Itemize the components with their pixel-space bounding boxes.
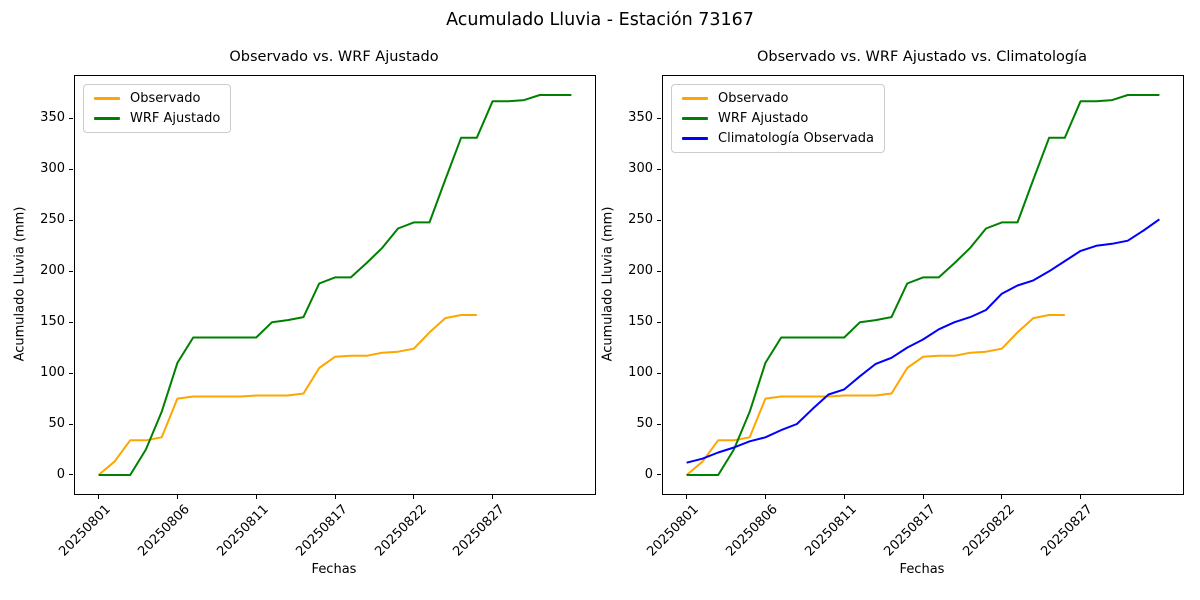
x-tick bbox=[764, 495, 766, 499]
y-tick-label: 100 bbox=[628, 365, 653, 381]
x-tick bbox=[1001, 495, 1003, 499]
y-tick-label: 0 bbox=[56, 466, 65, 482]
x-tick bbox=[1080, 495, 1082, 499]
y-tick-label: 150 bbox=[628, 314, 653, 330]
y-tick bbox=[657, 423, 661, 425]
x-axis-label-right: Fechas bbox=[899, 562, 945, 577]
x-tick-label: 20250801 bbox=[56, 502, 115, 560]
y-tick bbox=[69, 423, 73, 425]
legend-label-climatologia-observada: Climatología Observada bbox=[718, 131, 874, 146]
y-tick bbox=[69, 168, 73, 170]
series-line-wrf-ajustado bbox=[686, 94, 1160, 476]
x-tick-label: 20250817 bbox=[293, 502, 351, 560]
y-tick-label: 250 bbox=[40, 212, 65, 228]
legend-label-observado: Observado bbox=[718, 91, 789, 106]
x-tick bbox=[98, 495, 100, 499]
x-tick-label: 20250806 bbox=[723, 502, 782, 560]
legend-entry-observado: Observado bbox=[682, 91, 874, 106]
x-tick bbox=[413, 495, 415, 499]
figure-title: Acumulado Lluvia - Estación 73167 bbox=[446, 10, 754, 30]
series-line-climatologia-observada bbox=[686, 218, 1160, 464]
y-tick-label: 50 bbox=[48, 416, 65, 432]
y-tick bbox=[657, 372, 661, 374]
y-tick bbox=[657, 321, 661, 323]
y-axis-label-left: Acumulado Lluvia (mm) bbox=[12, 206, 28, 362]
legend-entry-wrf-ajustado: WRF Ajustado bbox=[94, 111, 220, 126]
plot-area-left: Observado WRF Ajustado bbox=[74, 75, 596, 495]
plot-title-left: Observado vs. WRF Ajustado bbox=[229, 49, 439, 65]
legend-label-observado: Observado bbox=[130, 91, 201, 106]
plot-title-right: Observado vs. WRF Ajustado vs. Climatolo… bbox=[757, 49, 1087, 65]
y-tick-label: 200 bbox=[628, 263, 653, 279]
y-tick bbox=[69, 219, 73, 221]
legend-right: Observado WRF Ajustado Climatología Observ… bbox=[671, 84, 885, 153]
x-tick-label: 20250827 bbox=[1038, 502, 1097, 560]
x-tick bbox=[686, 495, 688, 499]
legend-line-observado-icon bbox=[682, 97, 708, 100]
series-line-observado bbox=[685, 314, 1065, 476]
y-tick-label: 150 bbox=[40, 314, 65, 330]
x-tick-label: 20250822 bbox=[960, 502, 1018, 560]
y-tick-label: 200 bbox=[40, 263, 65, 279]
x-tick bbox=[176, 495, 178, 499]
x-tick-label: 20250811 bbox=[802, 502, 860, 560]
y-tick bbox=[69, 270, 73, 272]
x-tick bbox=[492, 495, 494, 499]
legend-line-observado-icon bbox=[94, 97, 120, 100]
legend-line-wrf-ajustado-icon bbox=[682, 117, 708, 120]
y-tick bbox=[657, 474, 661, 476]
plot-area-right: Observado WRF Ajustado Climatología Observ… bbox=[662, 75, 1184, 495]
series-line-observado bbox=[97, 314, 477, 476]
y-tick bbox=[69, 117, 73, 119]
legend-entry-wrf-ajustado: WRF Ajustado bbox=[682, 111, 874, 126]
series-lines-right bbox=[685, 94, 1160, 476]
x-tick bbox=[255, 495, 257, 499]
y-tick bbox=[657, 219, 661, 221]
x-tick-label: 20250822 bbox=[372, 502, 430, 560]
y-tick bbox=[657, 270, 661, 272]
y-tick-label: 250 bbox=[628, 212, 653, 228]
legend-left: Observado WRF Ajustado bbox=[83, 84, 232, 133]
legend-label-wrf-ajustado: WRF Ajustado bbox=[718, 111, 809, 126]
y-tick-label: 350 bbox=[628, 110, 653, 126]
x-axis-label-left: Fechas bbox=[311, 562, 357, 577]
legend-entry-observado: Observado bbox=[94, 91, 220, 106]
legend-line-climatologia-observada-icon bbox=[682, 137, 708, 140]
y-tick-label: 300 bbox=[628, 161, 653, 177]
y-tick-label: 100 bbox=[40, 365, 65, 381]
x-tick bbox=[843, 495, 845, 499]
y-tick-label: 350 bbox=[40, 110, 65, 126]
x-tick bbox=[334, 495, 336, 499]
x-tick-label: 20250801 bbox=[644, 502, 703, 560]
y-tick bbox=[69, 321, 73, 323]
x-tick bbox=[922, 495, 924, 499]
legend-entry-climatologia-observada: Climatología Observada bbox=[682, 131, 874, 146]
legend-label-wrf-ajustado: WRF Ajustado bbox=[130, 111, 221, 126]
y-tick bbox=[69, 474, 73, 476]
y-tick-label: 0 bbox=[644, 466, 653, 482]
x-tick-label: 20250827 bbox=[450, 502, 509, 560]
y-tick bbox=[657, 117, 661, 119]
y-axis-label-right: Acumulado Lluvia (mm) bbox=[600, 206, 616, 362]
x-tick-label: 20250811 bbox=[214, 502, 272, 560]
y-tick-label: 300 bbox=[40, 161, 65, 177]
y-tick bbox=[657, 168, 661, 170]
series-line-wrf-ajustado bbox=[98, 94, 572, 476]
series-lines-left bbox=[97, 94, 572, 476]
x-tick-label: 20250817 bbox=[881, 502, 939, 560]
y-tick bbox=[69, 372, 73, 374]
x-tick-label: 20250806 bbox=[135, 502, 194, 560]
y-tick-label: 50 bbox=[636, 416, 653, 432]
legend-line-wrf-ajustado-icon bbox=[94, 117, 120, 120]
